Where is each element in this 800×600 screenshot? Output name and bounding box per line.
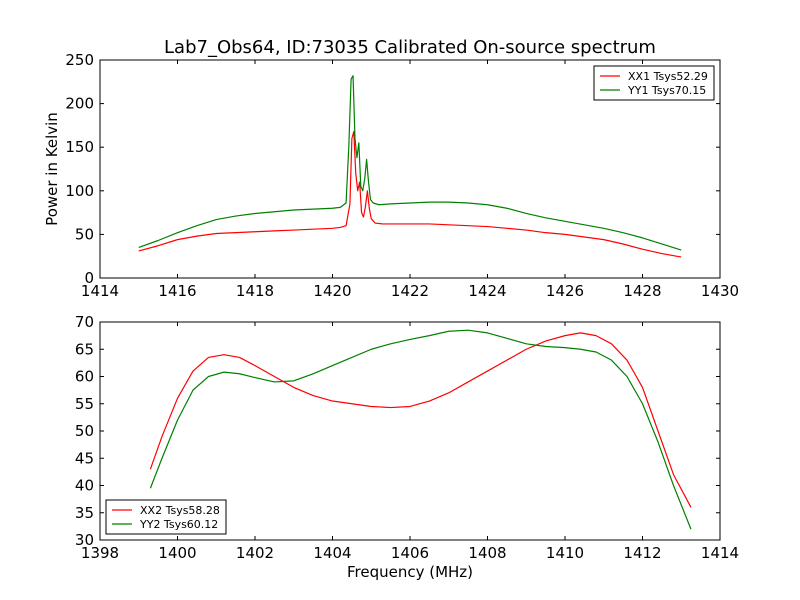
x-tick-label: 1402: [236, 544, 274, 562]
x-axis-label: Frequency (MHz): [347, 563, 473, 581]
y-tick-label: 55: [75, 395, 94, 413]
x-tick-label: 1430: [701, 282, 739, 300]
y-tick-label: 200: [65, 95, 94, 113]
legend-label: XX2 Tsys58.28: [140, 504, 220, 517]
x-tick-label: 1408: [468, 544, 506, 562]
legend-box: [593, 65, 715, 101]
y-tick-label: 250: [65, 51, 94, 69]
x-tick-label: 1406: [391, 544, 429, 562]
y-tick-label: 60: [75, 368, 94, 386]
y-tick-label: 70: [75, 313, 94, 331]
x-tick-label: 1414: [81, 282, 119, 300]
x-tick-label: 1420: [313, 282, 351, 300]
x-tick-label: 1410: [546, 544, 584, 562]
chart-title: Lab7_Obs64, ID:73035 Calibrated On-sourc…: [164, 37, 656, 58]
bottom-panel: 1398 1400 1402 1404 1406 1408 1410 1412 1414 30 35…: [75, 313, 739, 581]
x-tick-label: 1400: [158, 544, 196, 562]
y-tick-label: 30: [75, 531, 94, 549]
y-tick-label: 150: [65, 138, 94, 156]
series-line-2-1: [149, 332, 692, 508]
y-tick-label: 50: [75, 225, 94, 243]
y-axis-label: Power in Kelvin: [43, 112, 61, 226]
x-tick-label: 1412: [623, 544, 661, 562]
y-tick-label: 40: [75, 477, 94, 495]
x-tick-label: 1424: [468, 282, 506, 300]
y-tick-label: 0: [84, 269, 94, 287]
y-tick-label: 35: [75, 504, 94, 522]
series-line-1-1: [138, 130, 682, 258]
top-panel: 1414 1416 1418 1420 1422 1424 1426 1428 1430 0 50 1…: [43, 51, 739, 300]
y-tick-label: 100: [65, 182, 94, 200]
x-tick-label: 1404: [313, 544, 351, 562]
legend-label: YY1 Tsys70.15: [627, 84, 706, 97]
x-tick-label: 1416: [158, 282, 196, 300]
legend-box: [105, 499, 227, 535]
x-tick-label: 1428: [623, 282, 661, 300]
x-tick-label: 1398: [81, 544, 119, 562]
x-tick-label: 1418: [236, 282, 274, 300]
series-line-2-2: [149, 329, 692, 530]
series-line-1-2: [138, 75, 682, 251]
x-tick-label: 1426: [546, 282, 584, 300]
x-tick-label: 1414: [701, 544, 739, 562]
legend-label: XX1 Tsys52.29: [628, 70, 708, 83]
x-tick-label: 1422: [391, 282, 429, 300]
y-tick-label: 65: [75, 340, 94, 358]
y-tick-label: 45: [75, 449, 94, 467]
y-tick-label: 50: [75, 422, 94, 440]
legend-label: YY2 Tsys60.12: [139, 518, 218, 531]
